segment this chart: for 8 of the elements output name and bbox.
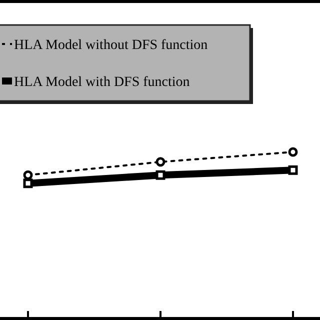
point	[156, 170, 166, 180]
point	[288, 147, 298, 157]
point	[156, 157, 166, 167]
point	[23, 178, 33, 188]
legend-label: HLA Model with DFS function	[14, 75, 190, 90]
legend-label: HLA Model without DFS function	[14, 38, 208, 53]
point	[23, 170, 33, 180]
point	[288, 165, 298, 175]
